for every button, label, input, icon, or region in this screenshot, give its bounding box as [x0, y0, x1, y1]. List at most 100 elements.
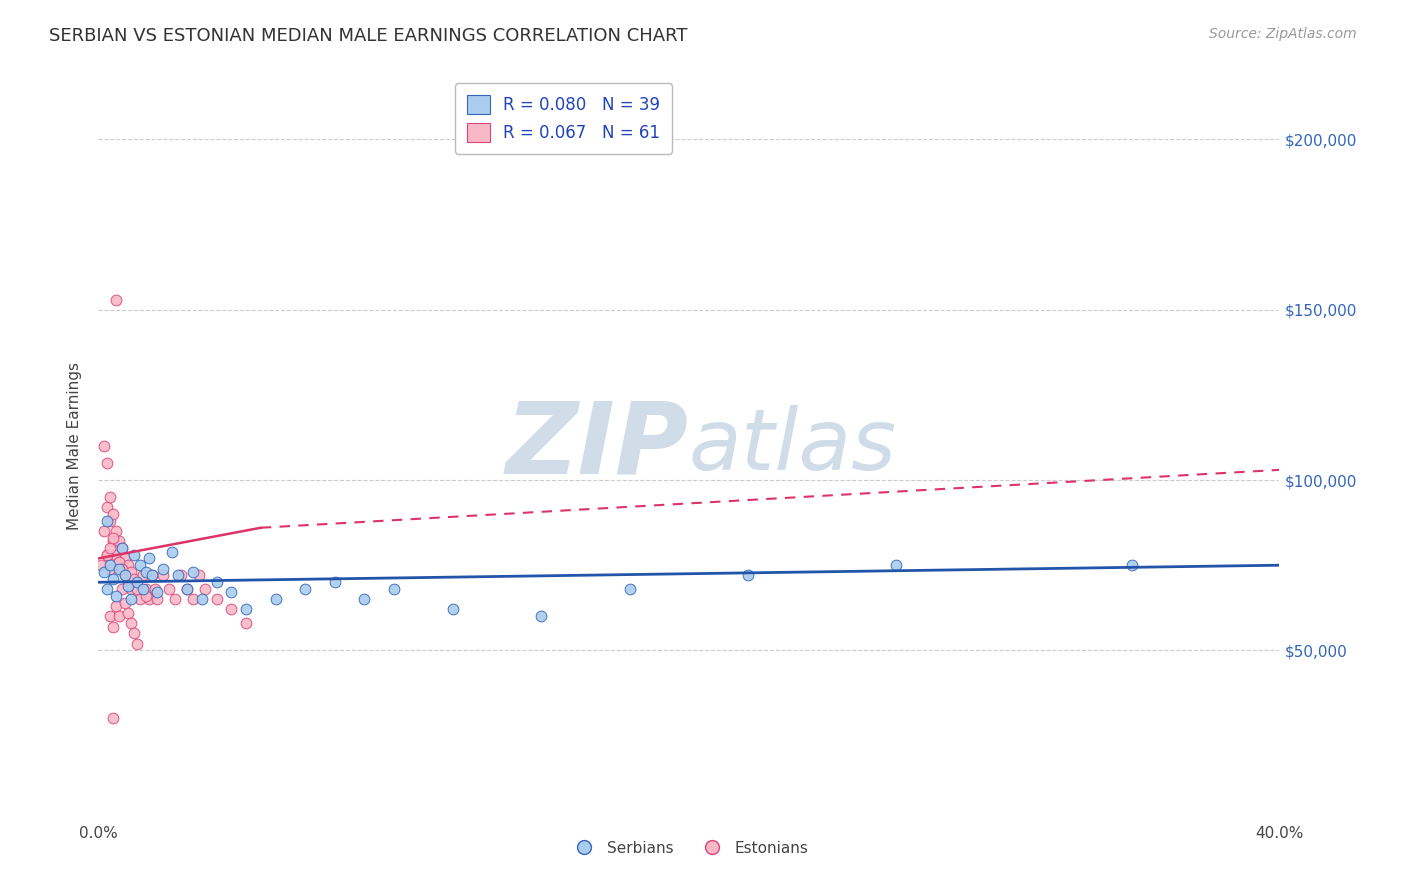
Point	[221, 602, 243, 616]
Point	[103, 507, 125, 521]
Point	[146, 592, 169, 607]
Point	[111, 561, 134, 575]
Point	[111, 582, 134, 596]
Point	[108, 534, 131, 549]
Point	[194, 582, 217, 596]
Point	[98, 558, 121, 573]
Point	[135, 589, 157, 603]
Point	[93, 565, 115, 579]
Point	[96, 548, 118, 562]
Point	[152, 561, 174, 575]
Point	[125, 575, 148, 590]
Point	[162, 544, 183, 558]
Point	[181, 592, 204, 607]
Point	[132, 568, 155, 582]
Point	[125, 582, 148, 596]
Point	[235, 616, 257, 631]
Point	[103, 572, 125, 586]
Point	[108, 555, 131, 569]
Point	[143, 582, 166, 596]
Point	[114, 551, 136, 566]
Point	[117, 606, 139, 620]
Point	[114, 596, 136, 610]
Point	[235, 602, 257, 616]
Point	[135, 565, 157, 579]
Point	[181, 565, 204, 579]
Point	[93, 439, 115, 453]
Point	[132, 582, 155, 596]
Point	[105, 548, 128, 562]
Point	[167, 568, 190, 582]
Point	[128, 558, 150, 573]
Point	[96, 582, 118, 596]
Point	[114, 568, 136, 582]
Point	[96, 514, 118, 528]
Point	[323, 575, 346, 590]
Point	[122, 572, 145, 586]
Point	[96, 500, 118, 515]
Y-axis label: Median Male Earnings: Median Male Earnings	[67, 362, 83, 530]
Point	[96, 456, 118, 470]
Point	[382, 582, 405, 596]
Text: Source: ZipAtlas.com: Source: ZipAtlas.com	[1209, 27, 1357, 41]
Point	[90, 558, 112, 573]
Legend: Serbians, Estonians: Serbians, Estonians	[562, 835, 815, 862]
Point	[141, 568, 163, 582]
Point	[120, 592, 142, 607]
Text: ZIP: ZIP	[506, 398, 689, 494]
Point	[122, 548, 145, 562]
Point	[108, 555, 131, 569]
Point	[221, 585, 243, 599]
Point	[737, 568, 759, 582]
Point	[93, 524, 115, 538]
Point	[120, 582, 142, 596]
Point	[103, 711, 125, 725]
Point	[264, 592, 287, 607]
Point	[96, 548, 118, 562]
Point	[619, 582, 641, 596]
Point	[105, 293, 128, 307]
Point	[441, 602, 464, 616]
Point	[1121, 558, 1143, 573]
Point	[125, 636, 148, 650]
Point	[294, 582, 316, 596]
Point	[120, 565, 142, 579]
Point	[98, 490, 121, 504]
Point	[98, 561, 121, 575]
Point	[117, 575, 139, 590]
Point	[141, 568, 163, 582]
Point	[111, 541, 134, 556]
Point	[157, 582, 180, 596]
Point	[205, 575, 228, 590]
Point	[98, 514, 121, 528]
Text: atlas: atlas	[689, 404, 897, 488]
Point	[191, 592, 214, 607]
Point	[205, 592, 228, 607]
Text: SERBIAN VS ESTONIAN MEDIAN MALE EARNINGS CORRELATION CHART: SERBIAN VS ESTONIAN MEDIAN MALE EARNINGS…	[49, 27, 688, 45]
Point	[108, 561, 131, 575]
Point	[135, 582, 157, 596]
Point	[176, 582, 198, 596]
Point	[111, 561, 134, 575]
Point	[111, 541, 134, 556]
Point	[122, 626, 145, 640]
Point	[138, 551, 160, 566]
Point	[114, 568, 136, 582]
Point	[187, 568, 209, 582]
Point	[103, 534, 125, 549]
Point	[105, 599, 128, 613]
Point	[117, 558, 139, 573]
Point	[176, 582, 198, 596]
Point	[117, 579, 139, 593]
Point	[103, 619, 125, 633]
Point	[170, 568, 193, 582]
Point	[165, 592, 187, 607]
Point	[146, 585, 169, 599]
Point	[152, 568, 174, 582]
Point	[128, 592, 150, 607]
Point	[138, 592, 160, 607]
Point	[98, 609, 121, 624]
Point	[98, 541, 121, 556]
Point	[120, 616, 142, 631]
Point	[530, 609, 553, 624]
